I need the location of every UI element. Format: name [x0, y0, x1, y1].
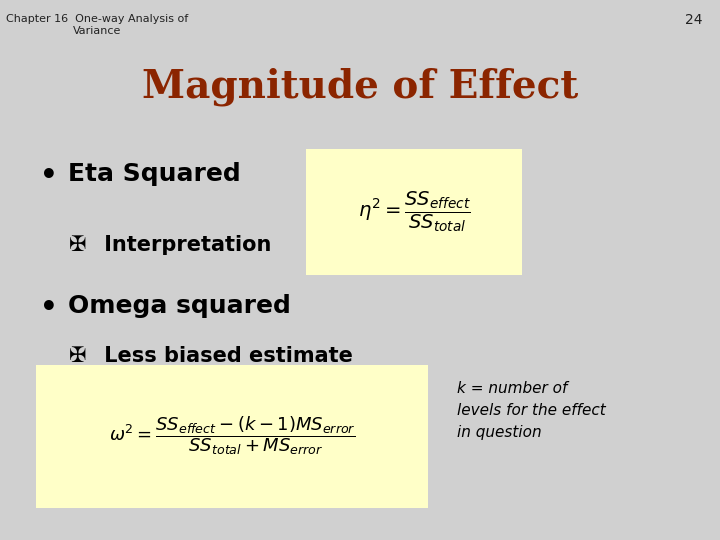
FancyBboxPatch shape: [306, 148, 522, 275]
Text: ✠: ✠: [68, 346, 86, 366]
Text: Interpretation: Interpretation: [97, 235, 271, 255]
FancyBboxPatch shape: [36, 364, 428, 508]
Text: ✠: ✠: [68, 235, 86, 255]
Text: •: •: [40, 162, 58, 190]
Text: Omega squared: Omega squared: [68, 294, 292, 318]
Text: k = number of
levels for the effect
in question: k = number of levels for the effect in q…: [457, 381, 606, 440]
Text: Magnitude of Effect: Magnitude of Effect: [142, 68, 578, 106]
Text: $\omega^2 = \dfrac{SS_{effect} - (k-1)MS_{error}}{SS_{total} + MS_{error}}$: $\omega^2 = \dfrac{SS_{effect} - (k-1)MS…: [109, 415, 356, 457]
Text: •: •: [40, 294, 58, 322]
Text: Chapter 16  One-way Analysis of
Variance: Chapter 16 One-way Analysis of Variance: [6, 14, 189, 36]
Text: $\eta^2 = \dfrac{SS_{effect}}{SS_{total}}$: $\eta^2 = \dfrac{SS_{effect}}{SS_{total}…: [358, 190, 470, 234]
Text: Eta Squared: Eta Squared: [68, 162, 241, 186]
Text: Less biased estimate: Less biased estimate: [97, 346, 353, 366]
Text: 24: 24: [685, 14, 702, 28]
